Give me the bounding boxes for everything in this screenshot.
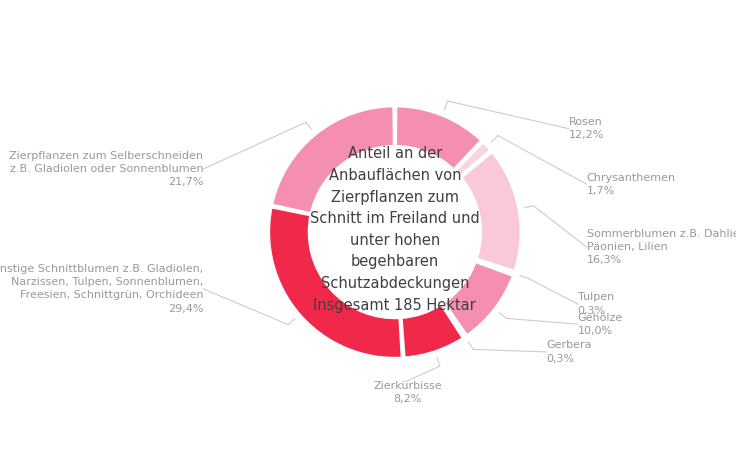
Wedge shape: [401, 304, 463, 358]
Text: Tulpen
0,3%: Tulpen 0,3%: [578, 292, 614, 315]
Text: Zierpflanzen zum Selberschneiden
z.B. Gladiolen oder Sonnenblumen
21,7%: Zierpflanzen zum Selberschneiden z.B. Gl…: [9, 151, 203, 187]
Text: Anteil an der
Anbauflächen von
Zierpflanzen zum
Schnitt im Freiland und
unter ho: Anteil an der Anbauflächen von Zierpflan…: [310, 147, 480, 313]
Wedge shape: [269, 207, 402, 358]
Wedge shape: [272, 106, 394, 214]
Text: Gerbera
0,3%: Gerbera 0,3%: [546, 340, 592, 364]
Wedge shape: [461, 152, 521, 272]
Wedge shape: [444, 262, 513, 336]
Text: Sommerblumen z.B. Dahlien,
Päonien, Lilien
16,3%: Sommerblumen z.B. Dahlien, Päonien, Lili…: [587, 229, 736, 265]
Text: Zierkürbisse
8,2%: Zierkürbisse 8,2%: [373, 381, 442, 404]
Text: Sonstige Schnittblumen z.B. Gladiolen,
Narzissen, Tulpen, Sonnenblumen,
Freesien: Sonstige Schnittblumen z.B. Gladiolen, N…: [0, 264, 203, 314]
Wedge shape: [442, 303, 465, 337]
Wedge shape: [455, 142, 491, 176]
Wedge shape: [476, 260, 514, 273]
Text: Rosen
12,2%: Rosen 12,2%: [569, 117, 604, 140]
Text: Gehölze
10,0%: Gehölze 10,0%: [578, 313, 623, 336]
Wedge shape: [396, 106, 481, 170]
Text: Chrysanthemen
1,7%: Chrysanthemen 1,7%: [587, 173, 676, 196]
